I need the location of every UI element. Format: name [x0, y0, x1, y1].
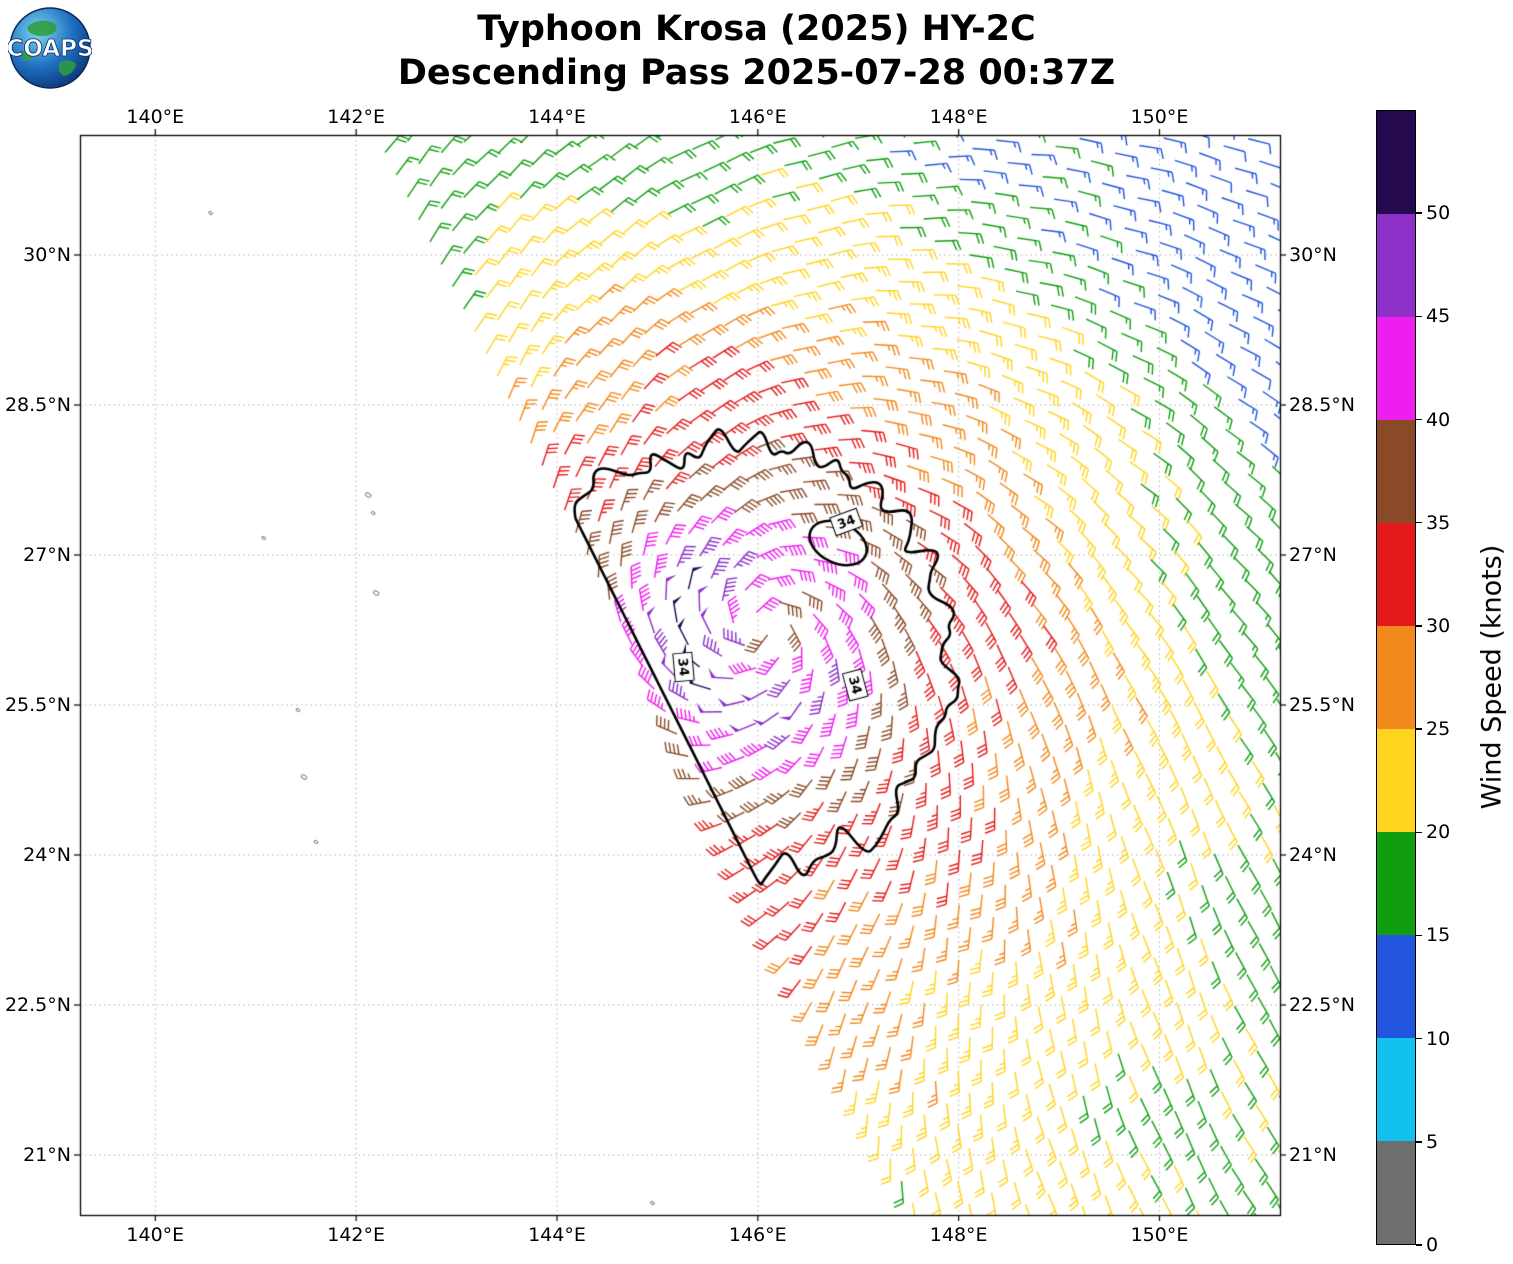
lat-tick-label-left: 25.5°N [4, 694, 71, 716]
lat-tick-label-right: 22.5°N [1289, 994, 1356, 1016]
colorbar-tickmark [1416, 831, 1422, 833]
lat-tick-label-left: 21°N [23, 1144, 71, 1166]
colorbar-segment [1377, 729, 1415, 832]
colorbar-tickmark [1416, 315, 1422, 318]
colorbar-tick-label: 20 [1426, 821, 1451, 844]
colorbar-segment [1377, 935, 1415, 1038]
lon-tick-label-top: 142°E [327, 106, 386, 128]
colorbar-tick-label: 45 [1426, 305, 1451, 328]
lat-tick-label-right: 21°N [1289, 1144, 1337, 1166]
lon-tick-label-bottom: 146°E [728, 1224, 787, 1246]
colorbar-tickmark [1416, 728, 1422, 730]
lat-tick-label-right: 25.5°N [1289, 694, 1356, 716]
chart-subtitle: Descending Pass 2025-07-28 00:37Z [397, 52, 1116, 93]
colorbar-tick-label: 50 [1426, 202, 1451, 225]
lat-tick-label-right: 27°N [1289, 544, 1337, 566]
colorbar-axis-label: Wind Speed (knots) [1476, 544, 1508, 810]
colorbar-tick-label: 0 [1426, 1234, 1439, 1256]
colorbar: 0 5 10 15 20 25 30 35 40 45 50 [1376, 110, 1450, 1256]
colorbar-tickmark [1416, 418, 1422, 421]
colorbar-tickmark [1416, 212, 1422, 214]
coaps-logo: COAPS [6, 6, 94, 90]
lon-tick-label-bottom: 142°E [327, 1224, 386, 1246]
colorbar-segment [1377, 626, 1415, 729]
colorbar-segment [1377, 523, 1415, 626]
lat-tick-label-right: 30°N [1289, 244, 1337, 266]
colorbar-segment [1377, 317, 1415, 420]
lat-tick-label-right: 24°N [1289, 844, 1337, 866]
colorbar-tickmark [1416, 934, 1422, 937]
colorbar-segment [1377, 1038, 1415, 1141]
lat-tick-label-left: 22.5°N [4, 994, 71, 1016]
coaps-globe-icon: COAPS [6, 7, 94, 89]
colorbar-tick-label: 10 [1426, 1027, 1451, 1050]
colorbar-tick-label: 35 [1426, 511, 1451, 534]
lon-tick-label-bottom: 148°E [929, 1224, 988, 1246]
lat-tick-label-left: 24°N [23, 844, 71, 866]
colorbar-segment [1377, 111, 1415, 214]
colorbar-tickmark [1416, 625, 1422, 627]
colorbar-tickmark [1416, 522, 1422, 524]
colorbar-segment [1377, 832, 1415, 935]
lat-tick-label-left: 28.5°N [4, 394, 71, 416]
colorbar-tick-label: 25 [1426, 718, 1451, 741]
lon-tick-label-bottom: 140°E [126, 1224, 185, 1246]
chart-title: Typhoon Krosa (2025) HY-2C [477, 9, 1036, 49]
lat-tick-label-right: 28.5°N [1289, 394, 1356, 416]
colorbar-segment [1377, 420, 1415, 523]
colorbar-segment [1377, 214, 1415, 317]
lon-tick-label-bottom: 150°E [1130, 1224, 1189, 1246]
colorbar-segments [1376, 110, 1416, 1245]
colorbar-tickmark [1416, 1141, 1422, 1143]
colorbar-tickmark [1416, 1244, 1422, 1246]
lat-tick-label-left: 27°N [23, 544, 71, 566]
colorbar-tick-label: 15 [1426, 924, 1451, 947]
lon-tick-label-bottom: 144°E [528, 1224, 586, 1246]
title-block: Typhoon Krosa (2025) HY-2C Descending Pa… [0, 8, 1513, 96]
colorbar-tick-label: 30 [1426, 614, 1451, 637]
lon-tick-label-top: 148°E [929, 106, 988, 128]
colorbar-tick-label: 5 [1426, 1130, 1439, 1153]
coaps-logo-text: COAPS [8, 36, 92, 62]
lon-tick-label-top: 140°E [126, 106, 185, 128]
lon-tick-label-top: 146°E [728, 106, 787, 128]
lon-tick-label-top: 150°E [1130, 106, 1189, 128]
colorbar-tick-label: 40 [1426, 408, 1451, 431]
lat-tick-label-left: 30°N [23, 244, 71, 266]
colorbar-segment [1377, 1141, 1415, 1244]
colorbar-tickmark [1416, 1037, 1422, 1040]
lon-tick-label-top: 144°E [528, 106, 586, 128]
